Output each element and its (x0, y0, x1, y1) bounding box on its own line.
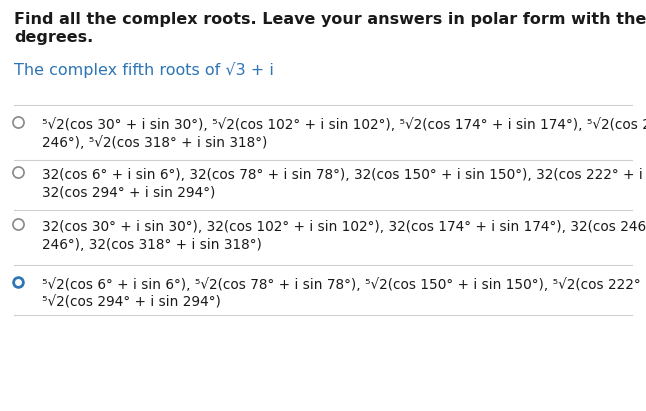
Text: ⁵√2(cos 294° + i sin 294°): ⁵√2(cos 294° + i sin 294°) (42, 296, 221, 310)
Text: 246°), 32(cos 318° + i sin 318°): 246°), 32(cos 318° + i sin 318°) (42, 238, 262, 252)
Text: Find all the complex roots. Leave your answers in polar form with the argument i: Find all the complex roots. Leave your a… (14, 12, 646, 27)
Text: 32(cos 30° + i sin 30°), 32(cos 102° + i sin 102°), 32(cos 174° + i sin 174°), 3: 32(cos 30° + i sin 30°), 32(cos 102° + i… (42, 220, 646, 234)
Text: The complex fifth roots of √3 + i: The complex fifth roots of √3 + i (14, 62, 274, 78)
Text: 32(cos 294° + i sin 294°): 32(cos 294° + i sin 294°) (42, 186, 215, 200)
Text: ⁵√2(cos 30° + i sin 30°), ⁵√2(cos 102° + i sin 102°), ⁵√2(cos 174° + i sin 174°): ⁵√2(cos 30° + i sin 30°), ⁵√2(cos 102° +… (42, 118, 646, 132)
Text: degrees.: degrees. (14, 30, 93, 45)
Text: 246°), ⁵√2(cos 318° + i sin 318°): 246°), ⁵√2(cos 318° + i sin 318°) (42, 136, 267, 150)
Text: 32(cos 6° + i sin 6°), 32(cos 78° + i sin 78°), 32(cos 150° + i sin 150°), 32(co: 32(cos 6° + i sin 6°), 32(cos 78° + i si… (42, 168, 646, 182)
Text: ⁵√2(cos 6° + i sin 6°), ⁵√2(cos 78° + i sin 78°), ⁵√2(cos 150° + i sin 150°), ⁵√: ⁵√2(cos 6° + i sin 6°), ⁵√2(cos 78° + i … (42, 278, 646, 292)
